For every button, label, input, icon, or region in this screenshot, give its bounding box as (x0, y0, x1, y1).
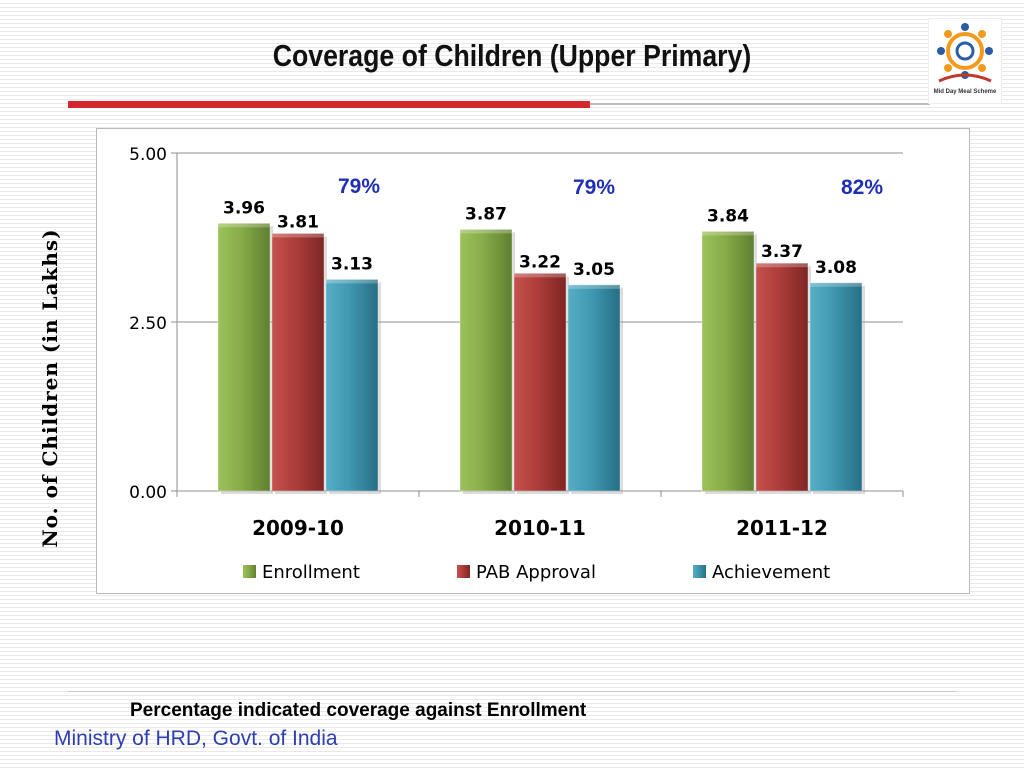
coverage-annotation: 79% (573, 176, 615, 199)
bar-top-highlight (514, 273, 566, 278)
data-label: 3.22 (519, 252, 561, 272)
bar-pab-approval (513, 272, 567, 492)
ministry-footer: Ministry of HRD, Govt. of India (54, 727, 338, 750)
title-underline-red (68, 101, 590, 108)
bar-enrollment (459, 228, 513, 492)
bar-top-highlight (218, 223, 270, 228)
legend-swatch (693, 565, 706, 578)
coverage-annotation: 79% (338, 175, 380, 198)
data-label: 3.08 (815, 258, 857, 278)
data-label: 3.96 (223, 198, 265, 218)
y-tick-label: 0.00 (129, 483, 167, 503)
y-tick-label: 2.50 (129, 314, 167, 334)
bar-top-highlight (810, 282, 862, 287)
coverage-annotation: 82% (841, 176, 883, 199)
footer-divider (68, 691, 956, 692)
data-label: 3.84 (707, 206, 749, 226)
data-label: 3.13 (331, 254, 373, 274)
logo-caption: Mid Day Meal Scheme (933, 89, 997, 95)
legend-swatch (243, 565, 256, 578)
y-tick-label: 5.00 (129, 145, 167, 165)
bar-top-highlight (326, 279, 378, 284)
data-label: 3.87 (465, 204, 507, 224)
x-tick-label: 2009-10 (252, 516, 344, 540)
bar-pab-approval (755, 262, 809, 492)
legend-label: PAB Approval (476, 562, 596, 583)
legend-label: Achievement (712, 562, 830, 583)
page-title: Coverage of Children (Upper Primary) (272, 38, 752, 73)
bar-chart: 0.00 2.50 5.00 3.96 3.81 3.13 2009-10 79% 3.87 3.… (129, 145, 904, 583)
bar-top-highlight (460, 229, 512, 234)
bar-achievement (567, 284, 621, 492)
chart-panel: 0.00 2.50 5.00 3.96 3.81 3.13 2009-10 79% 3.87 3.… (96, 128, 970, 594)
logo-emblem-icon (937, 23, 993, 83)
data-label: 3.05 (573, 260, 615, 280)
data-label: 3.81 (277, 212, 319, 232)
x-tick-label: 2010-11 (494, 516, 586, 540)
x-tick-label: 2011-12 (736, 516, 828, 540)
y-axis-title: No. of Children (in Lakhs) (38, 228, 62, 548)
legend-label: Enrollment (262, 562, 360, 583)
title-underline-gray (590, 103, 930, 105)
bar-pab-approval (271, 232, 325, 492)
bar-top-highlight (568, 284, 620, 289)
bar-enrollment (701, 230, 755, 492)
bar-top-highlight (756, 263, 808, 268)
bar-achievement (325, 278, 379, 492)
bar-top-highlight (272, 233, 324, 238)
bar-enrollment (217, 222, 271, 492)
legend-swatch (457, 565, 470, 578)
data-label: 3.37 (761, 242, 803, 262)
bar-achievement (809, 282, 863, 492)
chart-footnote: Percentage indicated coverage against En… (130, 700, 587, 721)
bar-top-highlight (702, 231, 754, 236)
mid-day-meal-logo: Mid Day Meal Scheme (928, 18, 1002, 104)
